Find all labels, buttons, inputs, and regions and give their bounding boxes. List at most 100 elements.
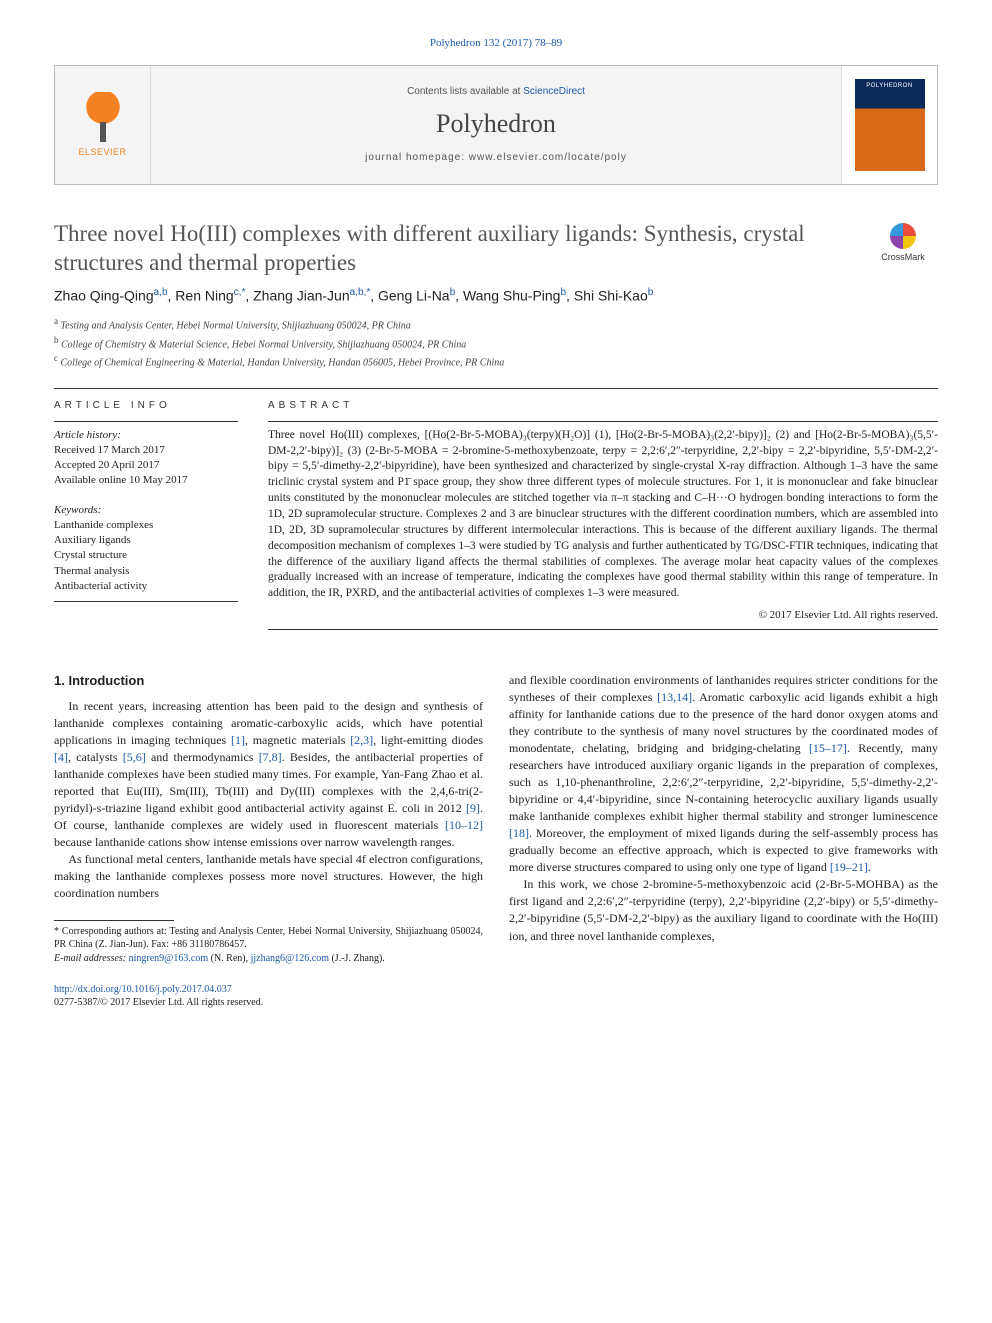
author-affil-sup: a,b,* [350, 287, 371, 298]
ref-link[interactable]: [10–12] [445, 818, 483, 832]
author-name: Ren Ning [175, 287, 233, 303]
ref-link[interactable]: [19–21] [830, 860, 868, 874]
author-affil-sup: a,b [154, 287, 168, 298]
abstract-text: Three novel Ho(III) complexes, [(Ho(2-Br… [268, 428, 938, 602]
ref-link[interactable]: [18] [509, 826, 529, 840]
cover-thumb-cell: POLYHEDRON [841, 66, 937, 184]
info-bottom-rule [54, 601, 238, 602]
history-line: Accepted 20 April 2017 [54, 458, 238, 473]
author-affil-sup: b [560, 287, 566, 298]
ref-link[interactable]: [4] [54, 750, 68, 764]
author-name: Zhao Qing-Qing [54, 287, 154, 303]
copyright-line: © 2017 Elsevier Ltd. All rights reserved… [268, 608, 938, 623]
email-link[interactable]: ningren9@163.com [129, 953, 208, 964]
ref-link[interactable]: [9] [466, 801, 480, 815]
homepage-prefix: journal homepage: [365, 152, 469, 163]
body-text: , magnetic materials [245, 733, 350, 747]
ref-link[interactable]: [15–17] [809, 741, 847, 755]
author-affil-sup: b [450, 287, 456, 298]
intro-paragraph: In this work, we chose 2-bromine-5-metho… [509, 876, 938, 944]
contents-prefix: Contents lists available at [407, 86, 523, 97]
crossmark-icon [890, 223, 916, 249]
keyword: Crystal structure [54, 548, 238, 563]
keywords-body: Lanthanide complexes Auxiliary ligands C… [54, 518, 238, 595]
publisher-logo-cell: ELSEVIER [55, 66, 151, 184]
intro-paragraph: In recent years, increasing attention ha… [54, 698, 483, 851]
ref-link[interactable]: [5,6] [123, 750, 146, 764]
journal-header: ELSEVIER Contents lists available at Sci… [54, 65, 938, 185]
body-text: , light-emitting diodes [373, 733, 483, 747]
author-affil-sup: b [648, 287, 654, 298]
affil-key: c [54, 353, 58, 363]
email-who: (N. Ren), [208, 953, 251, 964]
abstract-column: ABSTRACT Three novel Ho(III) complexes, … [268, 389, 938, 630]
ref-link[interactable]: [2,3] [350, 733, 373, 747]
crossmark-label: CrossMark [881, 251, 925, 263]
author-list: Zhao Qing-Qinga,b, Ren Ningc,*, Zhang Ji… [54, 286, 938, 306]
abstract-separator [268, 421, 938, 422]
keywords-heading: Keywords: [54, 503, 238, 518]
history-heading: Article history: [54, 428, 238, 443]
keyword: Auxiliary ligands [54, 533, 238, 548]
abstract-bottom-rule [268, 629, 938, 630]
body-text: because lanthanide cations show intense … [54, 835, 455, 849]
email-line: E-mail addresses: ningren9@163.com (N. R… [54, 952, 483, 966]
homepage-url[interactable]: www.elsevier.com/locate/poly [469, 152, 627, 163]
history-line: Received 17 March 2017 [54, 443, 238, 458]
cover-thumb-label: POLYHEDRON [855, 82, 925, 90]
sciencedirect-link[interactable]: ScienceDirect [523, 86, 585, 97]
article-info-label: ARTICLE INFO [54, 389, 238, 421]
footnote-separator [54, 920, 174, 921]
body-text: , catalysts [68, 750, 123, 764]
author-name: Wang Shu-Ping [463, 287, 561, 303]
body-text: and thermodynamics [146, 750, 259, 764]
intro-paragraph: As functional metal centers, lanthanide … [54, 851, 483, 902]
doi-link[interactable]: http://dx.doi.org/10.1016/j.poly.2017.04… [54, 984, 232, 995]
journal-header-center: Contents lists available at ScienceDirec… [151, 66, 841, 184]
email-link[interactable]: jjzhang6@126.com [251, 953, 329, 964]
author-name: Zhang Jian-Jun [253, 287, 350, 303]
journal-homepage-line: journal homepage: www.elsevier.com/locat… [365, 151, 627, 165]
author-name: Geng Li-Na [378, 287, 450, 303]
info-separator [54, 421, 238, 422]
keyword: Thermal analysis [54, 564, 238, 579]
issn-copyright: 0277-5387/© 2017 Elsevier Ltd. All right… [54, 997, 263, 1008]
ref-link[interactable]: [13,14] [657, 690, 692, 704]
crossmark-badge[interactable]: CrossMark [868, 223, 938, 263]
affiliation: b College of Chemistry & Material Scienc… [54, 334, 938, 352]
citation-line: Polyhedron 132 (2017) 78–89 [54, 36, 938, 51]
doi-block: http://dx.doi.org/10.1016/j.poly.2017.04… [54, 983, 938, 1009]
footnotes: * Corresponding authors at: Testing and … [54, 925, 483, 966]
affiliation-list: a Testing and Analysis Center, Hebei Nor… [54, 315, 938, 370]
history-body: Received 17 March 2017 Accepted 20 April… [54, 443, 238, 489]
body-text: . [868, 860, 871, 874]
keyword: Lanthanide complexes [54, 518, 238, 533]
elsevier-tree-icon [81, 92, 125, 142]
affil-key: a [54, 316, 58, 326]
affil-text: College of Chemical Engineering & Materi… [61, 357, 505, 368]
affil-text: College of Chemistry & Material Science,… [61, 339, 466, 350]
affiliation: c College of Chemical Engineering & Mate… [54, 352, 938, 370]
ref-link[interactable]: [1] [231, 733, 245, 747]
history-line: Available online 10 May 2017 [54, 473, 238, 488]
publisher-label: ELSEVIER [78, 146, 126, 158]
corresponding-note: * Corresponding authors at: Testing and … [54, 925, 483, 952]
journal-title: Polyhedron [436, 106, 556, 141]
contents-line: Contents lists available at ScienceDirec… [407, 85, 585, 99]
article-title: Three novel Ho(III) complexes with diffe… [54, 219, 858, 278]
affil-text: Testing and Analysis Center, Hebei Norma… [61, 321, 411, 332]
author-affil-sup: c,* [234, 287, 246, 298]
intro-paragraph: and flexible coordination environments o… [509, 672, 938, 876]
keyword: Antibacterial activity [54, 579, 238, 594]
affil-key: b [54, 335, 59, 345]
journal-cover-thumb: POLYHEDRON [855, 79, 925, 171]
email-who: (J.-J. Zhang). [329, 953, 385, 964]
abstract-label: ABSTRACT [268, 389, 938, 421]
body-two-column: 1. Introduction In recent years, increas… [54, 672, 938, 965]
ref-link[interactable]: [7,8] [259, 750, 282, 764]
intro-heading: 1. Introduction [54, 672, 483, 690]
article-info-column: ARTICLE INFO Article history: Received 1… [54, 389, 238, 630]
body-text: . Moreover, the employment of mixed liga… [509, 826, 938, 874]
affiliation: a Testing and Analysis Center, Hebei Nor… [54, 315, 938, 333]
email-label: E-mail addresses: [54, 953, 129, 964]
